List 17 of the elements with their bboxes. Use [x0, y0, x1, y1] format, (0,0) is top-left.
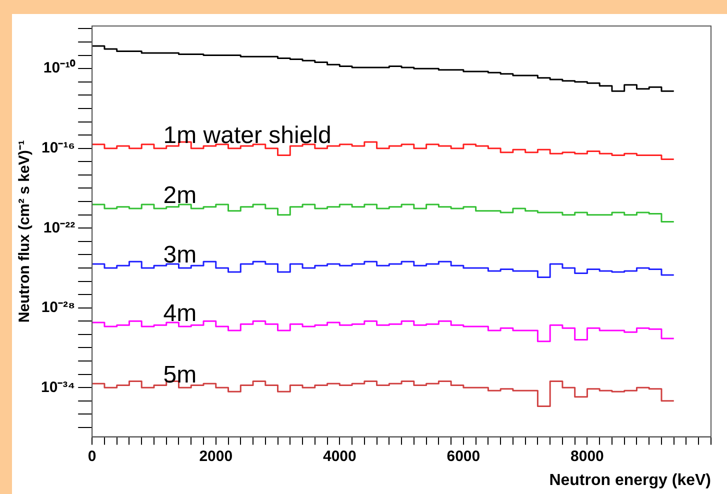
y-tick-label: 10⁻²⁸ — [41, 299, 76, 316]
y-tick-label: 10⁻³⁴ — [40, 378, 76, 396]
x-tick-label: 2000 — [199, 448, 233, 465]
series-label: 4m — [163, 300, 197, 328]
x-axis-title: Neutron energy (keV) — [549, 472, 711, 489]
x-tick-label: 4000 — [322, 448, 356, 465]
series-label: 1m water shield — [163, 122, 332, 149]
x-tick-label: 6000 — [446, 448, 480, 465]
y-tick-label: 10⁻¹⁶ — [42, 139, 76, 156]
y-tick-label: 10⁻¹⁰ — [43, 58, 76, 77]
series-label: 2m — [163, 182, 197, 210]
y-tick-label: 10⁻²² — [43, 219, 76, 236]
x-tick-label: 8000 — [570, 448, 604, 465]
y-axis-title: Neutron flux (cm² s keV)⁻¹ — [16, 140, 34, 323]
series-label: 3m — [163, 242, 197, 269]
x-tick-label: 0 — [88, 448, 96, 465]
series-label: 5m — [163, 361, 197, 388]
